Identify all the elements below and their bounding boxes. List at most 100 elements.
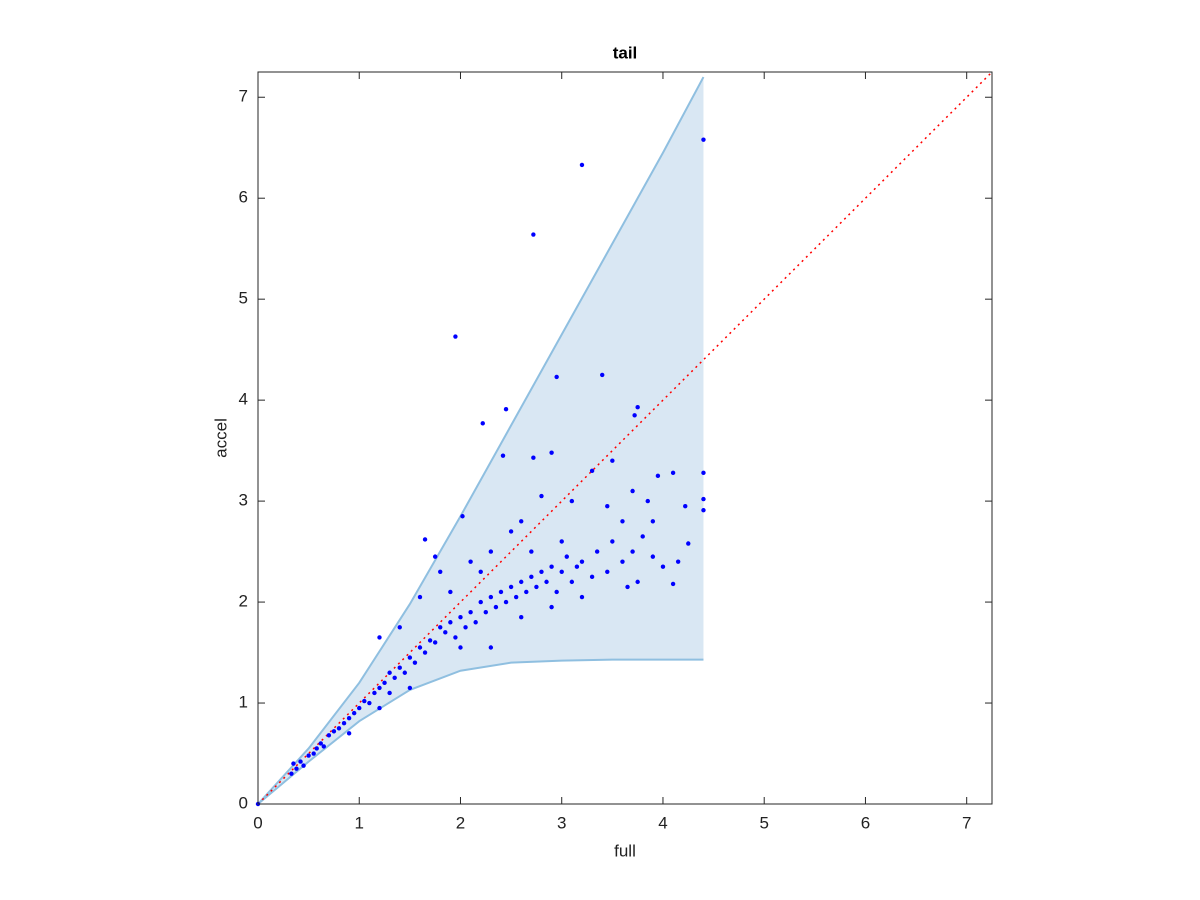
- data-point: [480, 421, 485, 426]
- data-point: [645, 498, 650, 504]
- data-point: [544, 579, 549, 585]
- y-tick-label: 2: [239, 592, 248, 611]
- data-point: [458, 645, 463, 650]
- y-tick-label: 3: [239, 491, 248, 510]
- data-point: [539, 493, 544, 499]
- band-upper-edge: [257, 76, 705, 805]
- data-point: [635, 405, 640, 410]
- data-point: [529, 549, 534, 554]
- data-point: [610, 539, 615, 544]
- data-point: [493, 604, 499, 610]
- data-point: [534, 584, 539, 590]
- data-point: [488, 645, 494, 650]
- data-point: [432, 554, 438, 559]
- data-point: [407, 655, 413, 660]
- data-point: [453, 334, 458, 339]
- x-tick-label: 7: [962, 813, 971, 832]
- data-point: [483, 609, 488, 615]
- data-point: [478, 569, 483, 574]
- data-point: [632, 413, 637, 418]
- y-tick-label: 6: [239, 188, 248, 207]
- data-point: [321, 744, 327, 749]
- data-point: [387, 670, 392, 675]
- data-point: [524, 589, 529, 595]
- y-tick-label: 0: [239, 793, 248, 812]
- y-tick-label: 5: [239, 289, 248, 308]
- x-tick-label: 1: [355, 813, 364, 832]
- y-axis-label: accel: [211, 418, 230, 458]
- data-point: [605, 503, 610, 509]
- data-point: [701, 137, 706, 142]
- data-point: [478, 599, 483, 605]
- data-point: [559, 569, 564, 574]
- data-point: [397, 625, 402, 630]
- data-point: [529, 574, 534, 580]
- data-point: [468, 559, 473, 564]
- x-tick-label: 5: [759, 813, 768, 832]
- data-point: [600, 372, 605, 378]
- data-point: [660, 564, 666, 569]
- data-point: [407, 685, 413, 691]
- data-point: [508, 584, 514, 590]
- data-point: [579, 162, 585, 168]
- data-point: [438, 569, 443, 574]
- chart-title: tail: [613, 43, 638, 62]
- data-point: [594, 549, 600, 554]
- data-point: [346, 715, 352, 721]
- data-point: [432, 640, 438, 645]
- data-point: [574, 564, 580, 569]
- data-point: [311, 751, 316, 756]
- data-point: [463, 625, 468, 630]
- data-point: [397, 665, 402, 670]
- data-point: [508, 529, 514, 534]
- data-point: [620, 519, 625, 524]
- data-point: [519, 615, 524, 620]
- x-tick-label: 4: [658, 813, 667, 832]
- data-point: [331, 729, 337, 734]
- y-tick-label: 4: [239, 390, 248, 409]
- data-point: [630, 549, 635, 554]
- data-point: [701, 496, 706, 502]
- data-point: [539, 569, 544, 574]
- y-tick-label: 7: [239, 87, 248, 106]
- data-point: [326, 733, 332, 738]
- data-point: [686, 541, 691, 546]
- data-point: [341, 721, 347, 726]
- data-point: [362, 698, 367, 704]
- data-point: [650, 519, 656, 524]
- data-point: [377, 685, 382, 691]
- data-point: [683, 503, 688, 509]
- y-tick-label: 1: [239, 693, 248, 712]
- data-point: [453, 635, 458, 640]
- data-point: [289, 771, 294, 776]
- data-point: [605, 569, 610, 574]
- data-point: [675, 559, 681, 564]
- data-point: [554, 589, 559, 595]
- data-point: [579, 559, 585, 564]
- data-point: [503, 599, 509, 605]
- x-axis-label: full: [614, 841, 636, 860]
- data-point: [650, 554, 656, 559]
- data-point: [701, 507, 706, 513]
- data-point: [549, 564, 554, 569]
- x-tick-label: 0: [253, 813, 262, 832]
- data-point: [448, 589, 453, 595]
- data-point: [579, 594, 585, 600]
- data-point: [468, 609, 473, 615]
- data-point: [427, 638, 433, 643]
- data-point: [625, 584, 630, 590]
- data-point: [367, 700, 372, 706]
- data-point: [443, 630, 448, 635]
- band-lower-edge: [257, 658, 704, 805]
- plot-frame: [257, 71, 993, 805]
- data-point: [392, 675, 397, 680]
- x-tick-label: 3: [557, 813, 566, 832]
- data-point: [513, 594, 519, 600]
- data-point: [488, 594, 494, 600]
- data-point: [503, 407, 509, 412]
- data-point: [519, 579, 524, 585]
- data-point: [620, 559, 625, 564]
- data-point: [589, 574, 595, 580]
- data-point: [531, 232, 536, 237]
